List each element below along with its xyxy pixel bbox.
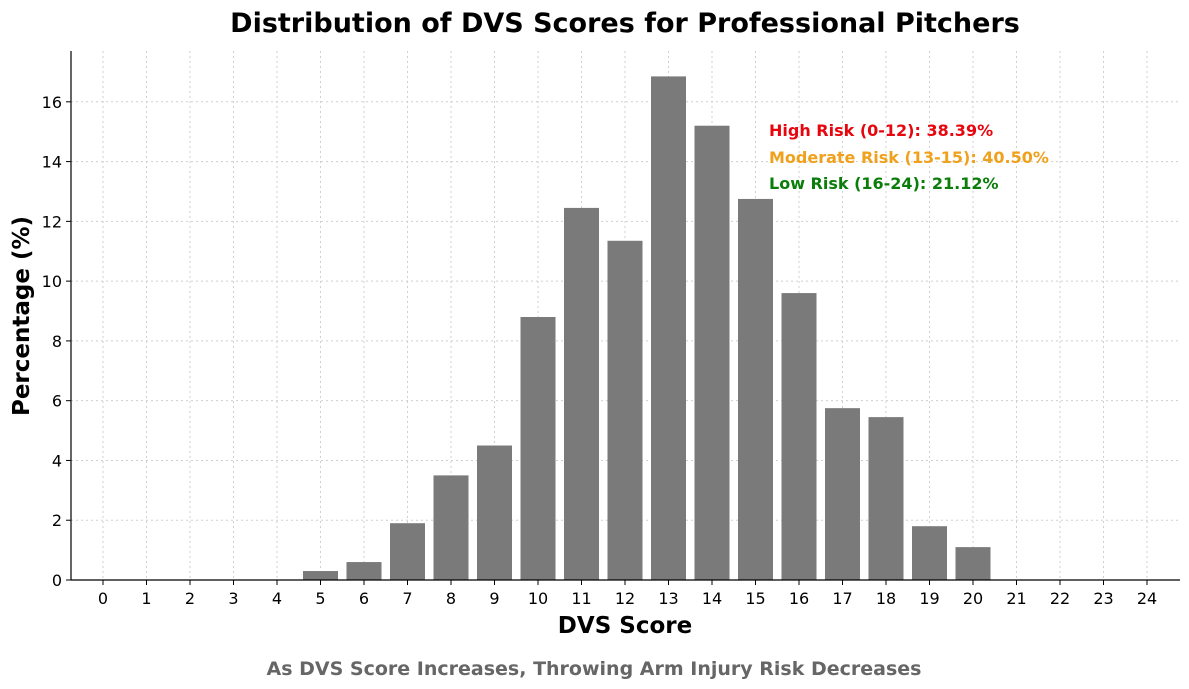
bar-score-20 [955,547,991,580]
y-tick-label: 2 [52,511,62,530]
chart-title: Distribution of DVS Scores for Professio… [230,8,1020,39]
y-axis-label: Percentage (%) [9,216,35,416]
bars [303,76,991,581]
bar-score-16 [781,293,817,580]
y-tick-label: 0 [52,571,62,590]
x-axis-ticks: 0 1 2 3 4 5 6 7 8 9 10 11 12 13 14 15 16 17 18 19 20 21 22 23 24 [98,580,1157,608]
bar-score-17 [825,408,860,580]
high-risk-annotation: High Risk (0-12): 38.39% [769,121,993,140]
bar-score-5 [303,571,338,580]
x-axis-label: DVS Score [558,613,692,639]
bar-score-14 [694,125,730,580]
y-tick-label: 14 [42,153,62,172]
risk-annotations: High Risk (0-12): 38.39% Moderate Risk (… [769,121,1049,193]
x-tick-label: 11 [571,589,591,608]
y-axis-ticks: 0 2 4 6 8 10 12 14 16 [42,93,71,590]
bar-score-13 [651,76,686,580]
bar-score-10 [520,316,556,580]
x-tick-label: 6 [359,589,369,608]
x-tick-label: 22 [1050,589,1070,608]
low-risk-annotation: Low Risk (16-24): 21.12% [769,174,998,193]
x-tick-label: 16 [789,589,809,608]
x-tick-label: 1 [141,589,151,608]
bar-score-9 [477,445,512,580]
x-tick-label: 4 [272,589,282,608]
bar-score-6 [346,562,382,580]
x-tick-label: 10 [528,589,548,608]
x-tick-label: 20 [963,589,983,608]
x-tick-label: 3 [228,589,238,608]
moderate-risk-annotation: Moderate Risk (13-15): 40.50% [769,148,1049,167]
x-tick-label: 7 [402,589,412,608]
x-tick-label: 9 [489,589,499,608]
bar-score-12 [607,240,643,581]
bar-score-15 [738,198,773,580]
y-tick-label: 8 [52,332,62,351]
x-tick-label: 5 [315,589,325,608]
x-tick-label: 0 [98,589,108,608]
y-tick-label: 4 [52,451,62,470]
footnote: As DVS Score Increases, Throwing Arm Inj… [267,658,922,680]
x-tick-label: 23 [1093,589,1113,608]
x-tick-label: 18 [876,589,896,608]
bar-score-8 [433,475,469,580]
y-tick-label: 16 [42,93,62,112]
y-tick-label: 10 [42,272,62,291]
x-tick-label: 12 [615,589,635,608]
x-tick-label: 14 [702,589,722,608]
x-tick-label: 21 [1006,589,1026,608]
bar-score-11 [564,207,599,580]
x-tick-label: 15 [745,589,765,608]
y-tick-label: 6 [52,392,62,411]
bar-score-7 [390,523,425,580]
x-tick-label: 13 [658,589,678,608]
bar-score-19 [912,526,947,580]
x-tick-label: 19 [919,589,939,608]
x-tick-label: 2 [185,589,195,608]
x-tick-label: 17 [832,589,852,608]
x-tick-label: 24 [1137,589,1157,608]
x-tick-label: 8 [446,589,456,608]
y-tick-label: 12 [42,212,62,231]
bar-score-18 [868,417,904,580]
